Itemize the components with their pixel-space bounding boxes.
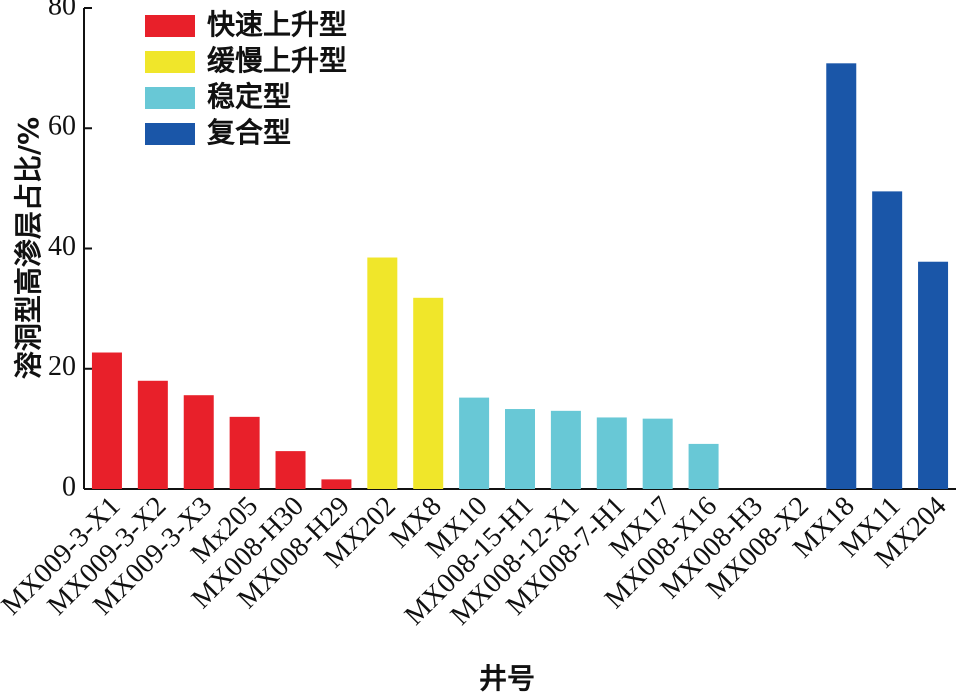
bar xyxy=(918,261,949,489)
bar xyxy=(459,397,490,489)
legend-label: 缓慢上升型 xyxy=(207,44,347,77)
bar xyxy=(688,443,719,489)
bar xyxy=(91,352,122,489)
y-axis-title: 溶洞型高渗层占比/% xyxy=(12,117,45,379)
x-axis-title: 井号 xyxy=(479,662,535,695)
legend-label: 快速上升型 xyxy=(207,8,347,41)
legend-swatch xyxy=(145,87,195,109)
bar xyxy=(596,417,627,489)
bar xyxy=(413,297,444,489)
legend-swatch xyxy=(145,51,195,73)
legend-label: 稳定型 xyxy=(207,80,291,113)
y-tick-label: 80 xyxy=(48,0,76,21)
bar xyxy=(367,257,398,489)
y-tick-label: 0 xyxy=(62,471,76,502)
bar xyxy=(826,63,857,489)
y-tick-label: 20 xyxy=(48,351,76,382)
bar xyxy=(183,395,214,489)
bar xyxy=(275,451,306,489)
bar xyxy=(550,410,581,489)
legend-swatch xyxy=(145,123,195,145)
legend-label: 复合型 xyxy=(207,116,291,149)
bar xyxy=(872,191,903,489)
bar xyxy=(505,409,535,489)
bar xyxy=(642,418,673,489)
y-tick-label: 60 xyxy=(48,111,76,142)
legend-swatch xyxy=(145,15,195,37)
bar xyxy=(229,416,260,489)
bar xyxy=(137,380,168,489)
y-tick-label: 40 xyxy=(48,231,76,262)
bar xyxy=(321,479,352,489)
